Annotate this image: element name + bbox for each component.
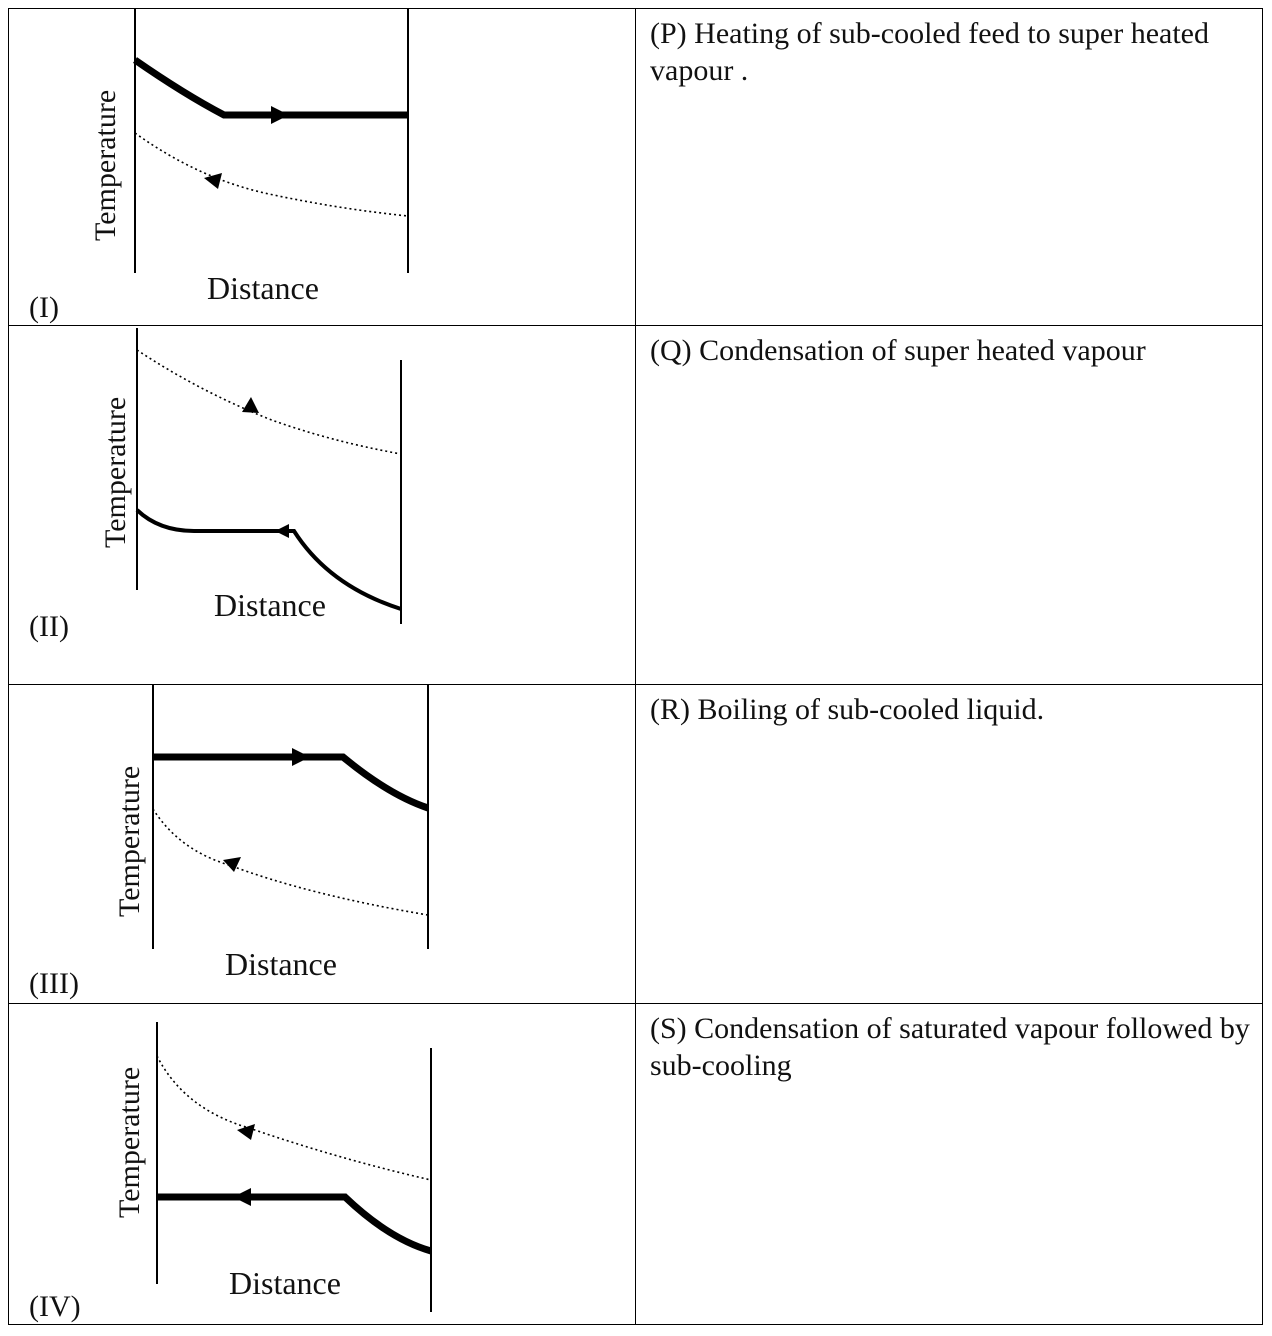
- figure-number: (I): [29, 291, 59, 324]
- description-text: (R) Boiling of sub-cooled liquid.: [650, 693, 1045, 726]
- figure-number: (III): [29, 967, 79, 1000]
- y-axis-label: Temperature: [89, 90, 122, 241]
- description-cell-4: (S) Condensation of saturated vapour fol…: [635, 1003, 1263, 1325]
- x-axis-label: Distance: [207, 270, 319, 306]
- temperature-profile-1: Temperature Distance (I): [29, 9, 409, 324]
- description-text: (Q) Condensation of super heated vapour: [650, 334, 1146, 367]
- hot-stream-curve: [136, 349, 402, 455]
- x-axis-label: Distance: [225, 946, 337, 982]
- hot-stream-arrow: [242, 397, 259, 413]
- x-axis-label: Distance: [214, 587, 326, 623]
- y-axis-label: Temperature: [113, 1067, 146, 1218]
- matching-table: Temperature Distance (I) (P) Heating of …: [8, 8, 1263, 1325]
- hot-stream-curve: [133, 57, 408, 119]
- temperature-profile-2: Temperature Distance (II): [29, 328, 402, 643]
- cold-stream-arrow: [275, 524, 289, 538]
- figure-cell-4: Temperature Distance (IV): [8, 1003, 636, 1325]
- hot-stream-arrow: [271, 106, 289, 124]
- description-text: (S) Condensation of saturated vapour fol…: [650, 1012, 1250, 1082]
- figure-cell-1: Temperature Distance (I): [8, 8, 636, 326]
- figure-number: (IV): [29, 1290, 81, 1323]
- cold-stream-arrow: [223, 857, 241, 872]
- y-axis-label: Temperature: [113, 766, 146, 917]
- figure-cell-3: Temperature Distance (III): [8, 684, 636, 1004]
- hot-stream-curve: [153, 753, 430, 812]
- hot-stream-arrow: [292, 748, 310, 766]
- table-row: Temperature Distance (II) (Q) Condensati…: [8, 325, 1263, 685]
- description-cell-3: (R) Boiling of sub-cooled liquid.: [635, 684, 1263, 1004]
- table-row: Temperature Distance (I) (P) Heating of …: [8, 8, 1263, 326]
- cold-stream-arrow: [204, 173, 222, 189]
- temperature-profile-4: Temperature Distance (IV): [29, 1022, 432, 1323]
- x-axis-label: Distance: [229, 1265, 341, 1301]
- cold-stream-curve: [157, 1193, 432, 1255]
- table-row: Temperature Distance (III) (R) Boiling o…: [8, 684, 1263, 1004]
- description-cell-1: (P) Heating of sub-cooled feed to super …: [635, 8, 1263, 326]
- cold-stream-curve: [135, 508, 402, 611]
- cold-stream-curve: [152, 808, 429, 916]
- figure-cell-2: Temperature Distance (II): [8, 325, 636, 685]
- description-cell-2: (Q) Condensation of super heated vapour: [635, 325, 1263, 685]
- description-text: (P) Heating of sub-cooled feed to super …: [650, 17, 1209, 87]
- hot-stream-arrow: [237, 1124, 255, 1140]
- temperature-profile-3: Temperature Distance (III): [29, 685, 430, 1000]
- cold-stream-curve: [134, 132, 409, 217]
- hot-stream-curve: [156, 1055, 432, 1181]
- y-axis-label: Temperature: [99, 397, 132, 548]
- table-row: Temperature Distance (IV) (S) Condensati…: [8, 1003, 1263, 1325]
- cold-stream-arrow: [233, 1188, 251, 1206]
- figure-number: (II): [29, 610, 69, 643]
